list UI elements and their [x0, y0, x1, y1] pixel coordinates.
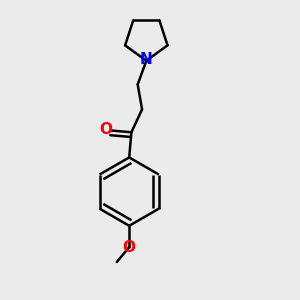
Text: N: N [140, 52, 153, 67]
Text: O: O [123, 240, 136, 255]
Text: O: O [99, 122, 112, 137]
